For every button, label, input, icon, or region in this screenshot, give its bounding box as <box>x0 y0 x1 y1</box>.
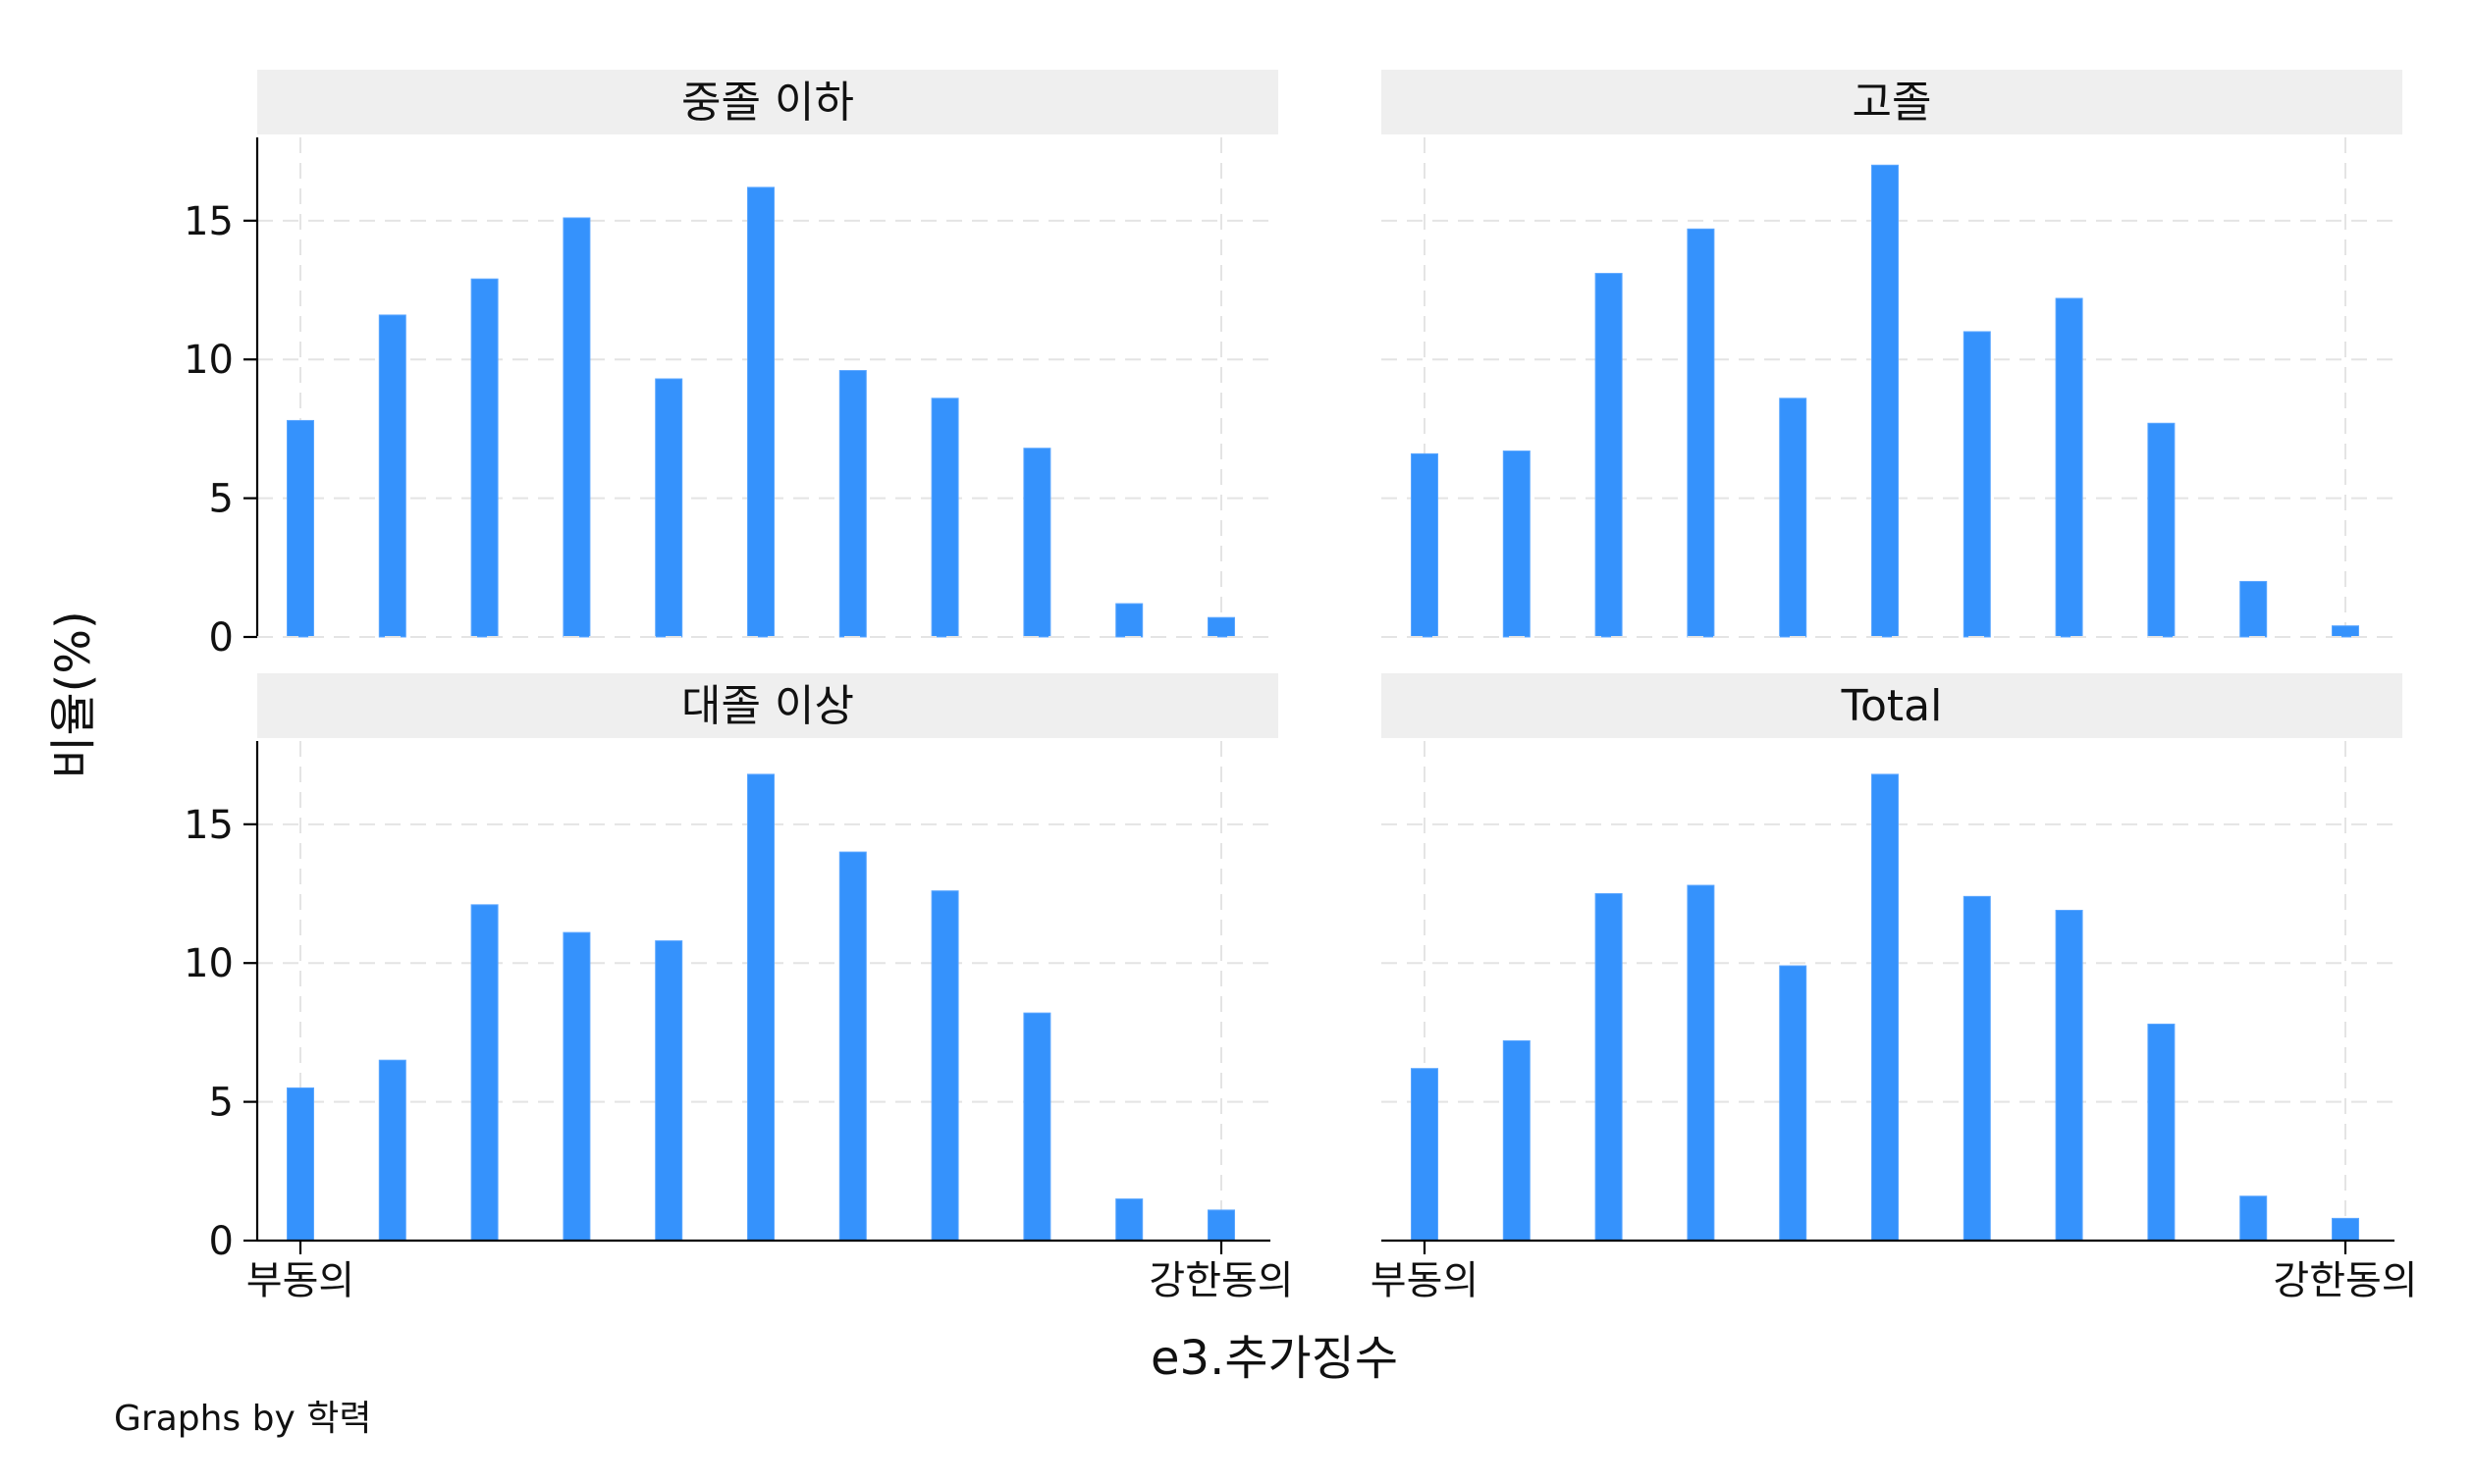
bar <box>1687 228 1715 638</box>
y-tick-label: 10 <box>184 941 234 986</box>
y-tick-label: 5 <box>209 477 234 522</box>
panel-2: 고졸 <box>1381 70 2402 638</box>
bar <box>838 851 867 1242</box>
bar <box>1687 884 1715 1242</box>
bar <box>1208 616 1235 638</box>
panel-title: 중졸 이하 <box>681 78 854 128</box>
bar <box>747 186 775 638</box>
bar <box>1963 895 1991 1242</box>
bar <box>655 378 683 638</box>
bar <box>2055 909 2083 1242</box>
panel-title: Total <box>1841 681 1943 731</box>
bar <box>1411 1068 1438 1242</box>
panel-strip <box>1381 673 2402 738</box>
graphs-by-note: Graphs by 학력 <box>114 1399 371 1439</box>
bar <box>287 1086 314 1242</box>
x-tick-label: 강한동의 <box>2273 1258 2417 1303</box>
panel-strip <box>257 70 1278 134</box>
bar <box>470 278 499 638</box>
y-tick-label: 0 <box>209 1219 234 1264</box>
panel-1: 중졸 이하 0 5 10 15 <box>184 70 1278 661</box>
bar <box>747 773 775 1242</box>
bar <box>287 419 314 638</box>
x-tick-label: 강한동의 <box>1149 1258 1293 1303</box>
bar <box>2147 422 2176 638</box>
panel-strip <box>257 673 1278 738</box>
bar <box>1411 452 1438 638</box>
bar <box>470 904 499 1242</box>
bar <box>1779 398 1807 638</box>
bar <box>1115 603 1144 638</box>
bar <box>2239 1195 2268 1242</box>
panel-strip <box>1381 70 2402 134</box>
bar <box>1594 893 1623 1242</box>
bar <box>2332 1217 2359 1242</box>
bar <box>563 217 591 638</box>
y-tick-label: 15 <box>184 199 234 244</box>
bar <box>378 314 406 638</box>
panel-4: Total 부동의 강한동의 <box>1371 673 2418 1303</box>
bar <box>2147 1023 2176 1242</box>
bar <box>1115 1198 1144 1242</box>
x-tick-label: 부동의 <box>1371 1258 1479 1303</box>
bar <box>2055 297 2083 638</box>
bar <box>1963 331 1991 638</box>
bar <box>931 890 959 1242</box>
y-tick-label: 10 <box>184 338 234 383</box>
bar <box>378 1059 406 1242</box>
bar <box>1023 448 1051 638</box>
bar <box>1208 1209 1235 1242</box>
bar <box>1023 1012 1051 1242</box>
bar <box>2239 580 2268 638</box>
bar <box>1502 450 1531 638</box>
bar <box>1871 164 1899 638</box>
y-axis-title: 비율(%) <box>46 610 101 778</box>
bar <box>1871 773 1899 1242</box>
bar <box>1594 273 1623 638</box>
panel-3: 대졸 이상 0 5 10 15 부동의 강한동의 <box>184 673 1294 1303</box>
y-tick-label: 0 <box>209 615 234 661</box>
y-tick-label: 5 <box>209 1081 234 1126</box>
bar <box>655 940 683 1242</box>
x-axis-title: e3.추가징수 <box>1151 1331 1398 1386</box>
bar <box>1779 965 1807 1242</box>
bar <box>838 370 867 638</box>
y-tick-label: 15 <box>184 803 234 848</box>
bar <box>563 931 591 1242</box>
bar <box>1502 1039 1531 1242</box>
bar <box>931 398 959 638</box>
x-tick-label: 부동의 <box>246 1258 354 1303</box>
bar <box>2332 625 2359 638</box>
panel-title: 고졸 <box>1853 78 1932 128</box>
panel-title: 대졸 이상 <box>681 681 854 731</box>
